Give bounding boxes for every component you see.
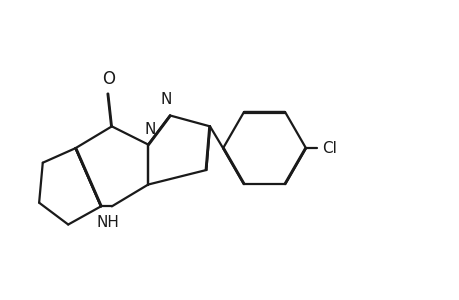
Text: O: O — [101, 70, 114, 88]
Text: N: N — [160, 92, 172, 107]
Text: N: N — [144, 122, 155, 136]
Text: NH: NH — [96, 215, 119, 230]
Text: Cl: Cl — [322, 141, 336, 156]
